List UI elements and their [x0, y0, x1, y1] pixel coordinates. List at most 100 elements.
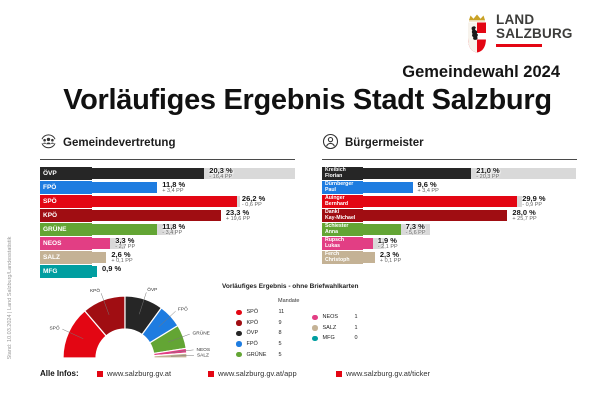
- logo-red-underline: [496, 44, 542, 47]
- party-label: Dürnberger Paul: [322, 181, 363, 194]
- section-header-mayor: Bürgermeister: [322, 133, 577, 160]
- bar-row-auinger: Auinger Bernhard 29,9 % - 0,9 PP: [322, 195, 577, 208]
- mandate-column-header: Mandate: [278, 298, 300, 304]
- donut-slice-label: KPÖ: [90, 287, 100, 294]
- legend-color-dot: [236, 309, 242, 316]
- result-bar: [92, 182, 158, 193]
- party-label: KPÖ: [40, 209, 92, 222]
- bar-track: 28,0 % + 25,7 PP: [363, 209, 577, 222]
- donut-slice-label: SPÖ: [49, 324, 59, 331]
- legend-party-name: FPÖ: [246, 341, 258, 348]
- bar-row-rupsch: Rupsch Lukas 1,9 % - 2,1 PP: [322, 237, 577, 250]
- community-people-icon: [40, 133, 57, 153]
- footer-link-item: www.salzburg.gv.at/ticker: [336, 369, 430, 378]
- bar-track: 9,6 % + 3,4 PP: [363, 181, 577, 194]
- bar-row-schiester: Schiester Anna 7,3 % - 5,6 PP: [322, 223, 577, 236]
- legend-item-mfg: MFG 0: [312, 333, 382, 344]
- legend-color-dot: [236, 351, 242, 358]
- bar-track: 3,3 % - 2,7 PP: [92, 237, 295, 250]
- footer-link-item: www.salzburg.gv.at: [97, 369, 171, 378]
- value-label: 7,3 % - 5,6 PP: [405, 222, 426, 236]
- result-bar: [363, 224, 401, 235]
- donut-slice-salz: [153, 352, 188, 359]
- legend-item-neos: NEOS 1: [312, 312, 382, 323]
- bar-row-kreibich: Kreibich Florian 21,0 % - 20,3 PP: [322, 167, 577, 180]
- donut-slice-label: SALZ: [197, 353, 209, 359]
- mayor-section-title: Bürgermeister: [345, 137, 424, 149]
- land-salzburg-logo: LAND SALZBURG: [464, 13, 573, 60]
- party-label: SPÖ: [40, 195, 92, 208]
- legend-item-salz: SALZ 1: [312, 323, 382, 334]
- legend-party-name: SALZ: [322, 324, 337, 331]
- value-label: 28,0 % + 25,7 PP: [512, 208, 537, 222]
- party-label: FPÖ: [40, 181, 92, 194]
- legend-seat-count: 9: [278, 319, 282, 326]
- bar-row-spö: SPÖ 26,2 % - 0,6 PP: [40, 195, 295, 208]
- legend-party-name: ÖVP: [246, 330, 259, 337]
- footer-url[interactable]: www.salzburg.gv.at/ticker: [346, 369, 431, 378]
- legend-item-spö: SPÖ 11: [236, 307, 312, 318]
- result-bar: [92, 196, 237, 207]
- result-bar: [92, 210, 221, 221]
- donut-label-line: [158, 310, 176, 327]
- value-label: 26,2 % - 0,6 PP: [241, 194, 266, 208]
- result-bar: [92, 252, 107, 263]
- result-bar: [92, 266, 97, 277]
- election-subtitle: Gemeindewahl 2024: [402, 63, 560, 81]
- value-label: 20,3 % - 16,4 PP: [209, 166, 233, 180]
- bar-row-kpö: KPÖ 23,3 % + 19,6 PP: [40, 209, 295, 222]
- status-date-note: Stand: 10.03.2024 | Land Salzburg/Landes…: [7, 236, 13, 360]
- footer-url[interactable]: www.salzburg.gv.at/app: [218, 369, 297, 378]
- bar-row-mfg: MFG 0,9 %: [40, 265, 295, 278]
- bar-track: 29,9 % - 0,9 PP: [363, 195, 577, 208]
- council-bar-chart: ÖVP 20,3 % - 16,4 PP FPÖ 11,8 % + 3,4 PP SPÖ 26…: [40, 167, 295, 279]
- bar-track: 2,3 % + 0,1 PP: [363, 251, 577, 264]
- bar-track: 1,9 % - 2,1 PP: [363, 237, 577, 250]
- bar-row-ferch: Ferch Christoph 2,3 % + 0,1 PP: [322, 251, 577, 264]
- bar-track: 23,3 % + 19,6 PP: [92, 209, 295, 222]
- legend-party-name: NEOS: [322, 314, 339, 321]
- bar-track: 20,3 % - 16,4 PP: [92, 167, 295, 180]
- legend-party-name: GRÜNE: [246, 351, 267, 358]
- bar-row-neos: NEOS 3,3 % - 2,7 PP: [40, 237, 295, 250]
- party-label: GRÜNE: [40, 223, 92, 236]
- result-bar: [363, 238, 373, 249]
- legend-party-name: MFG: [322, 335, 335, 342]
- legend-color-dot: [312, 314, 318, 321]
- legend-party-name: KPÖ: [246, 319, 259, 326]
- bar-track: 26,2 % - 0,6 PP: [92, 195, 295, 208]
- value-label: 23,3 % + 19,6 PP: [225, 208, 251, 222]
- logo-line1: LAND: [496, 12, 535, 27]
- legend-seat-count: 8: [278, 330, 282, 337]
- bar-row-dankl: Dankl Kay-Michael 28,0 % + 25,7 PP: [322, 209, 577, 222]
- value-label: 1,9 % - 2,1 PP: [377, 236, 398, 250]
- donut-label-line: [100, 293, 110, 315]
- red-square-bullet-icon: [336, 370, 342, 377]
- donut-label-line: [170, 349, 194, 353]
- seats-legend: Vorläufiges Ergebnis - ohne Briefwahlkar…: [222, 283, 392, 360]
- value-label: 29,9 % - 0,9 PP: [522, 194, 546, 208]
- bar-row-övp: ÖVP 20,3 % - 16,4 PP: [40, 167, 295, 180]
- legend-item-fpö: FPÖ 5: [236, 339, 312, 350]
- result-bar: [363, 168, 472, 179]
- value-label: 21,0 % - 20,3 PP: [476, 166, 500, 180]
- footer-url[interactable]: www.salzburg.gv.at: [107, 369, 172, 378]
- salzburg-crest-icon: [464, 13, 490, 60]
- bar-row-salz: SALZ 2,6 % + 0,1 PP: [40, 251, 295, 264]
- legend-color-dot: [312, 335, 318, 342]
- section-header-council: Gemeindevertretung: [40, 133, 295, 160]
- bar-track: 21,0 % - 20,3 PP: [363, 167, 577, 180]
- party-label: Rupsch Lukas: [322, 237, 363, 250]
- donut-label-line: [170, 355, 194, 357]
- bar-track: 11,8 % + 3,4 PP: [92, 181, 295, 194]
- donut-slice-label: FPÖ: [178, 306, 188, 313]
- bar-track: 11,8 % - 3,4 PP: [92, 223, 295, 236]
- donut-label-line: [62, 328, 84, 339]
- value-label: 2,6 % + 0,1 PP: [111, 250, 133, 264]
- value-label: 11,8 % + 3,4 PP: [162, 180, 186, 194]
- red-square-bullet-icon: [208, 370, 214, 377]
- legend-seat-count: 5: [278, 341, 282, 348]
- value-label: 0,9 %: [101, 264, 122, 273]
- legend-seat-count: 0: [354, 335, 358, 342]
